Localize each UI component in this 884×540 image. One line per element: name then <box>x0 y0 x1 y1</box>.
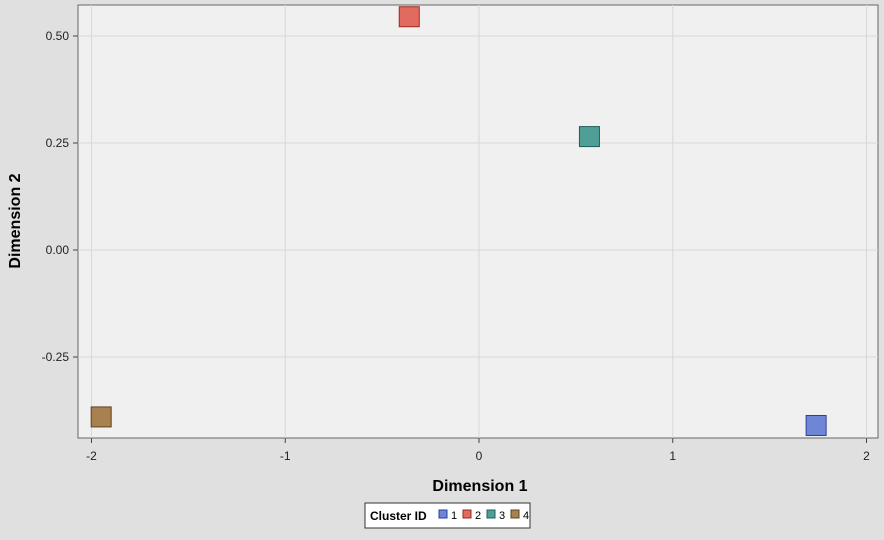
x-tick-label: -2 <box>86 449 97 463</box>
data-points <box>90 6 827 436</box>
data-point-cluster-2 <box>398 6 420 28</box>
y-tick-label: 0.25 <box>46 136 70 150</box>
x-tick-label: -1 <box>280 449 291 463</box>
x-tick-label: 0 <box>476 449 483 463</box>
legend-title: Cluster ID <box>370 509 427 523</box>
data-point-cluster-3 <box>578 126 600 148</box>
legend-label-3: 3 <box>499 510 505 522</box>
x-axis-title: Dimension 1 <box>432 478 527 495</box>
x-tick-label: 2 <box>863 449 870 463</box>
y-axis-title: Dimension 2 <box>7 173 24 268</box>
data-point-cluster-1 <box>805 414 827 436</box>
legend-label-2: 2 <box>475 510 481 522</box>
plot-area <box>77 4 879 439</box>
legend-swatch-1 <box>438 509 448 519</box>
legend-swatch-4 <box>510 509 520 519</box>
y-tick-label: 0.50 <box>46 29 70 43</box>
y-axis: 0.50 0.25 0.00 -0.25 <box>42 29 78 364</box>
legend-swatch-2 <box>462 509 472 519</box>
legend-label-1: 1 <box>451 510 457 522</box>
y-tick-label: -0.25 <box>42 350 70 364</box>
legend-label-4: 4 <box>523 510 529 522</box>
grid-lines <box>78 5 878 438</box>
y-tick-label: 0.00 <box>46 243 70 257</box>
legend-items: 1 2 3 4 <box>438 509 529 522</box>
legend: Cluster ID 1 2 3 4 <box>364 502 531 529</box>
x-axis: -2 -1 0 1 2 <box>86 438 870 463</box>
legend-swatch-3 <box>486 509 496 519</box>
x-tick-label: 1 <box>669 449 676 463</box>
data-point-cluster-4 <box>90 406 112 428</box>
